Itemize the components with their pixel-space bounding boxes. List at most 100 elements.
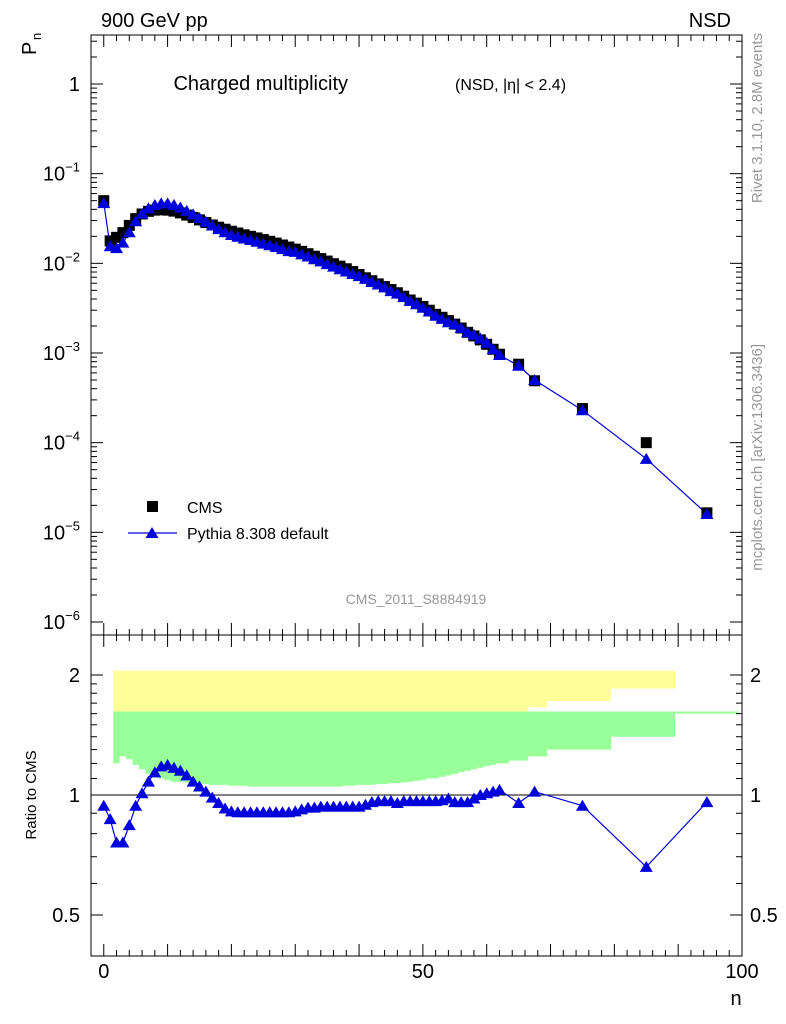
ratio-panel: Ratio to CMS n 2 2 1 1 0.5 0.5 0 50 100 [23,634,778,1010]
x-tick-label: 100 [725,961,758,983]
ratio-point [512,796,526,808]
mc-point [390,287,404,299]
mc-point [358,272,372,284]
cms-point [174,207,186,219]
y-tick-label: 10−1 [43,160,80,186]
cms-point [640,437,652,449]
ratio-point [639,860,653,872]
mc-point [429,309,443,321]
ratio-point [205,791,219,803]
ratio-point [141,775,155,787]
ratio-point [173,764,187,776]
mc-point [512,359,526,371]
main-panel: Charged multiplicity (NSD, |η| < 2.4) CM… [19,33,743,636]
mc-point [454,322,468,334]
ratio-y-tick-label-right: 2 [750,665,761,687]
mc-point [193,212,206,224]
mc-point [700,508,714,520]
mc-point [378,281,392,293]
mc-point [422,305,436,317]
ratio-y-axis-label: Ratio to CMS [23,750,40,839]
ratio-point [97,799,111,811]
ratio-point [492,783,506,795]
cms-point [168,205,180,217]
uncertainty-band-inner [100,711,739,787]
ratio-point [148,766,162,778]
y-tick-label: 10−6 [43,608,80,634]
cms-point [149,204,161,216]
mc-point [435,312,449,324]
ratio-y-tick-label-left: 2 [69,665,80,687]
mc-point [205,219,219,231]
mc-point [575,404,589,416]
y-tick-label: 1 [69,74,80,96]
y-tick-label: 10−4 [43,429,80,455]
ratio-point [167,761,181,773]
mc-point [97,197,111,209]
mc-line-main [103,202,708,515]
mc-point [410,298,423,310]
ratio-point [700,796,714,808]
mc-point [528,373,542,385]
ratio-point [212,796,226,808]
mc-point [492,348,506,360]
chart-title: Charged multiplicity [173,73,348,95]
y-axis-label: P [19,42,41,55]
legend-marker-mc [145,527,159,538]
ratio-point [467,792,481,804]
y-tick-label: 10−3 [43,339,80,365]
mc-point [403,295,417,307]
ratio-y-tick-label-left: 0.5 [52,905,80,927]
mc-point [116,236,130,248]
y-axis-label-subscript: n [29,33,44,40]
cms-point [117,227,129,239]
mc-point [416,301,430,313]
chart-subtitle: (NSD, |η| < 2.4) [455,77,566,94]
legend-label-mc: Pythia 8.308 default [187,526,329,543]
y-tick-label: 10−2 [43,249,80,275]
ratio-point [129,799,143,811]
ratio-y-tick-label-right: 1 [750,785,761,807]
ratio-point [122,819,136,831]
ratio-point [461,796,475,808]
ratio-point [528,785,542,797]
mc-point [467,328,481,340]
cms-point [123,219,135,231]
x-tick-label: 50 [412,961,434,983]
rivet-version-label: Rivet 3.1.10, 2.8M events [749,33,766,203]
x-axis-label: n [730,988,741,1010]
ratio-point [441,792,455,804]
mc-point [639,452,653,464]
mc-point [180,204,194,216]
mc-point [199,215,213,227]
mcplots-label: mcplots.cern.ch [arXiv:1306.3436] [749,344,766,571]
x-tick-label: 0 [98,961,109,983]
cms-point [111,231,123,243]
mc-point [122,226,136,238]
mc-point [186,208,200,220]
legend-label-cms: CMS [187,500,223,517]
y-tick-label: 10−5 [43,518,80,544]
mc-point [141,202,155,214]
mc-point [448,318,462,330]
mc-point [397,291,411,303]
ratio-point [575,799,589,811]
legend-marker-cms [147,501,158,512]
ratio-point [116,836,130,848]
mc-point [480,336,494,348]
mc-point [212,223,226,235]
ratio-point [103,813,117,825]
main-frame [90,34,743,636]
ratio-point [135,787,149,799]
mc-point [173,201,187,213]
mc-point [473,332,487,344]
header-collision-label: 900 GeV pp [101,10,208,32]
legend: CMS Pythia 8.308 default [128,500,329,543]
mc-point [129,215,143,227]
ratio-point [193,780,206,792]
ratio-point [186,775,200,787]
ratio-point [180,769,194,781]
mc-point [486,343,500,355]
ratio-y-tick-label-right: 0.5 [750,905,778,927]
